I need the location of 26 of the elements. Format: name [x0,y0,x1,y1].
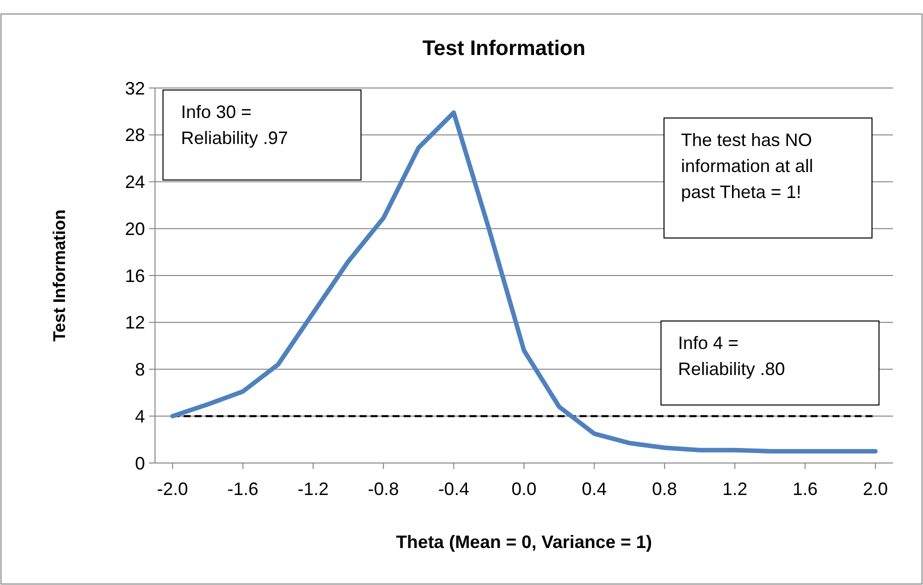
annotation: Info 30 = Reliability .97 [181,102,288,148]
x-tick-label: -2.0 [157,479,188,499]
y-tick-label: 20 [124,218,145,239]
x-tick-label: 1.6 [792,479,818,499]
y-tick-label: 8 [134,360,145,380]
y-tick-label: 24 [124,172,145,192]
chart-title: Test Information [422,37,586,60]
x-tick-label: 1.2 [722,479,748,499]
x-tick-label: 0.0 [511,479,537,499]
y-tick-label: 12 [124,312,145,333]
x-axis-title: Theta (Mean = 0, Variance = 1) [396,532,652,552]
x-tick-label: 0.4 [582,479,607,499]
x-tick-label: 0.8 [652,479,678,499]
annotation: Info 4 = Reliability .80 [678,333,786,379]
x-tick-label: -1.2 [298,479,329,499]
y-tick-label: 0 [134,453,145,474]
annotation: The test has NO information at all past Theta = 1! [681,130,814,202]
y-tick-label: 32 [124,78,145,98]
y-tick-label: 4 [134,406,145,426]
y-tick-label: 28 [124,125,145,146]
x-tick-label: -0.4 [438,479,470,499]
x-tick-label: -1.6 [227,479,258,499]
x-tick-label: -0.8 [368,479,399,499]
y-tick-label: 16 [124,266,145,286]
y-axis-title: Test Information [50,210,69,342]
x-tick-label: 2.0 [862,479,888,499]
